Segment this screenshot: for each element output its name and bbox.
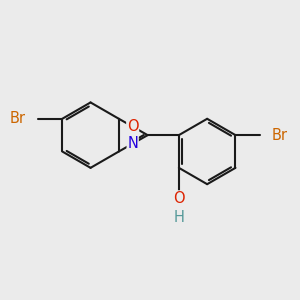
Text: N: N xyxy=(127,136,138,151)
Text: Br: Br xyxy=(272,128,288,142)
Text: O: O xyxy=(173,191,185,206)
Text: H: H xyxy=(173,210,184,225)
Text: O: O xyxy=(127,119,139,134)
Text: Br: Br xyxy=(10,111,26,126)
